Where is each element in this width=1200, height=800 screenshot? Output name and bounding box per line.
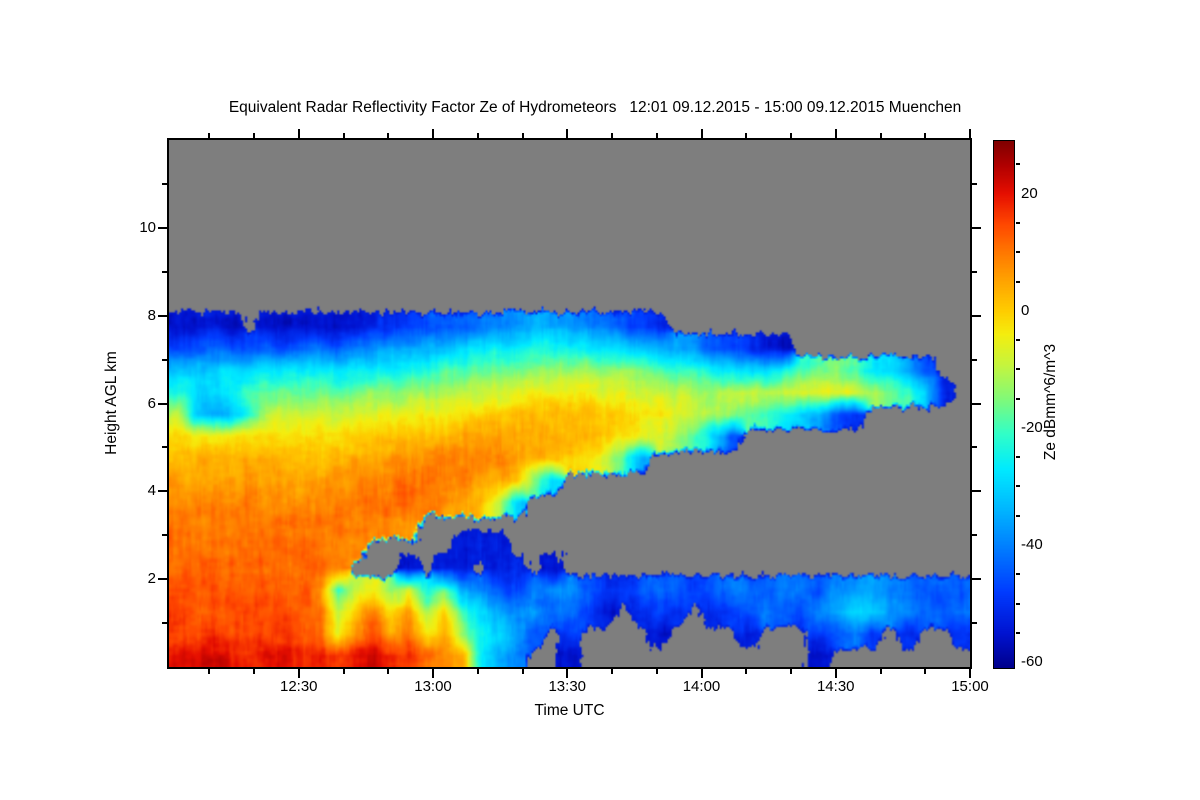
x-minor-tick <box>924 669 927 674</box>
plot-frame <box>167 138 972 669</box>
heatmap-canvas <box>169 140 970 667</box>
colorbar-canvas <box>994 141 1014 668</box>
colorbar-tick-label: -60 <box>1021 653 1043 671</box>
y-minor-tick <box>162 270 167 273</box>
y-tick-label: 6 <box>147 394 156 412</box>
y-tick-label: 2 <box>147 570 156 588</box>
y-tick <box>158 490 167 493</box>
y-tick-right <box>972 578 981 581</box>
y-tick-label: 8 <box>147 306 156 324</box>
x-minor-tick <box>655 669 658 674</box>
x-minor-tick-top <box>924 133 927 138</box>
y-minor-tick <box>162 446 167 449</box>
x-tick-top <box>700 129 703 138</box>
x-minor-tick <box>342 669 345 674</box>
y-minor-tick <box>162 182 167 185</box>
y-tick-right <box>972 314 981 317</box>
x-minor-tick-top <box>790 133 792 138</box>
y-tick <box>158 314 167 317</box>
colorbar-tick <box>1016 368 1020 371</box>
colorbar-tick <box>1016 631 1020 634</box>
x-minor-tick-top <box>521 133 524 138</box>
x-tick-top <box>297 129 300 138</box>
colorbar-tick <box>1016 456 1020 459</box>
x-minor-tick <box>611 669 613 674</box>
y-tick <box>158 226 167 229</box>
x-minor-tick-top <box>611 133 613 138</box>
colorbar-tick <box>1016 485 1020 488</box>
x-minor-tick <box>387 669 390 674</box>
colorbar-unit-label: Ze dBmm^6/m^3 <box>1042 343 1059 461</box>
x-minor-tick <box>253 669 256 674</box>
x-tick <box>297 669 300 678</box>
y-tick-label: 10 <box>139 218 156 236</box>
x-tick <box>834 669 837 678</box>
colorbar-tick <box>1016 514 1020 517</box>
x-minor-tick-top <box>342 133 345 138</box>
x-tick-label: 14:00 <box>682 678 721 695</box>
x-axis-label: Time UTC <box>534 702 605 719</box>
y-minor-tick-right <box>972 270 977 273</box>
x-minor-tick <box>208 669 211 674</box>
y-axis-label: Height AGL km <box>103 351 120 455</box>
x-minor-tick-top <box>879 133 882 138</box>
y-tick-right <box>972 490 981 493</box>
y-tick-label: 4 <box>147 482 156 500</box>
colorbar-tick <box>1016 339 1020 342</box>
x-tick-label: 12:30 <box>279 678 318 695</box>
x-minor-tick <box>521 669 524 674</box>
x-minor-tick-top <box>253 133 256 138</box>
colorbar-tick <box>1016 397 1020 400</box>
x-minor-tick-top <box>655 133 658 138</box>
chart-title: Equivalent Radar Reflectivity Factor Ze … <box>228 99 962 116</box>
x-tick <box>969 669 971 678</box>
y-minor-tick-right <box>972 358 977 361</box>
x-minor-tick-top <box>476 133 479 138</box>
y-minor-tick-right <box>972 622 977 625</box>
colorbar-tick <box>1016 280 1020 283</box>
x-minor-tick-top <box>208 133 211 138</box>
colorbar-tick <box>1016 573 1020 576</box>
colorbar-tick-label: 20 <box>1021 184 1038 202</box>
y-tick <box>158 578 167 581</box>
colorbar-tick-label: -20 <box>1021 418 1043 436</box>
x-tick-top <box>969 129 971 138</box>
x-minor-tick-top <box>745 133 748 138</box>
x-tick-label: 14:30 <box>816 678 855 695</box>
x-minor-tick <box>790 669 792 674</box>
x-tick <box>432 669 435 678</box>
colorbar-tick <box>1016 163 1020 166</box>
y-tick <box>158 402 167 405</box>
x-tick-top <box>432 129 435 138</box>
colorbar-tick <box>1016 602 1020 605</box>
colorbar-tick <box>1016 251 1020 254</box>
x-minor-tick <box>745 669 748 674</box>
y-tick-right <box>972 402 981 405</box>
y-minor-tick-right <box>972 446 977 449</box>
x-tick <box>700 669 703 678</box>
x-minor-tick <box>879 669 882 674</box>
y-minor-tick <box>162 622 167 625</box>
y-tick-right <box>972 226 981 229</box>
y-minor-tick <box>162 534 167 537</box>
y-minor-tick <box>162 358 167 361</box>
y-minor-tick-right <box>972 534 977 537</box>
x-tick-top <box>834 129 837 138</box>
x-minor-tick-top <box>387 133 390 138</box>
colorbar-frame <box>993 140 1015 669</box>
x-tick-top <box>566 129 569 138</box>
colorbar-tick-label: -40 <box>1021 536 1043 554</box>
y-minor-tick-right <box>972 182 977 185</box>
x-tick <box>566 669 569 678</box>
colorbar-tick <box>1016 221 1020 224</box>
x-tick-label: 13:00 <box>414 678 452 695</box>
x-tick-label: 13:30 <box>548 678 587 695</box>
colorbar-tick-label: 0 <box>1021 301 1030 319</box>
x-minor-tick <box>476 669 479 674</box>
x-tick-label: 15:00 <box>951 678 989 695</box>
